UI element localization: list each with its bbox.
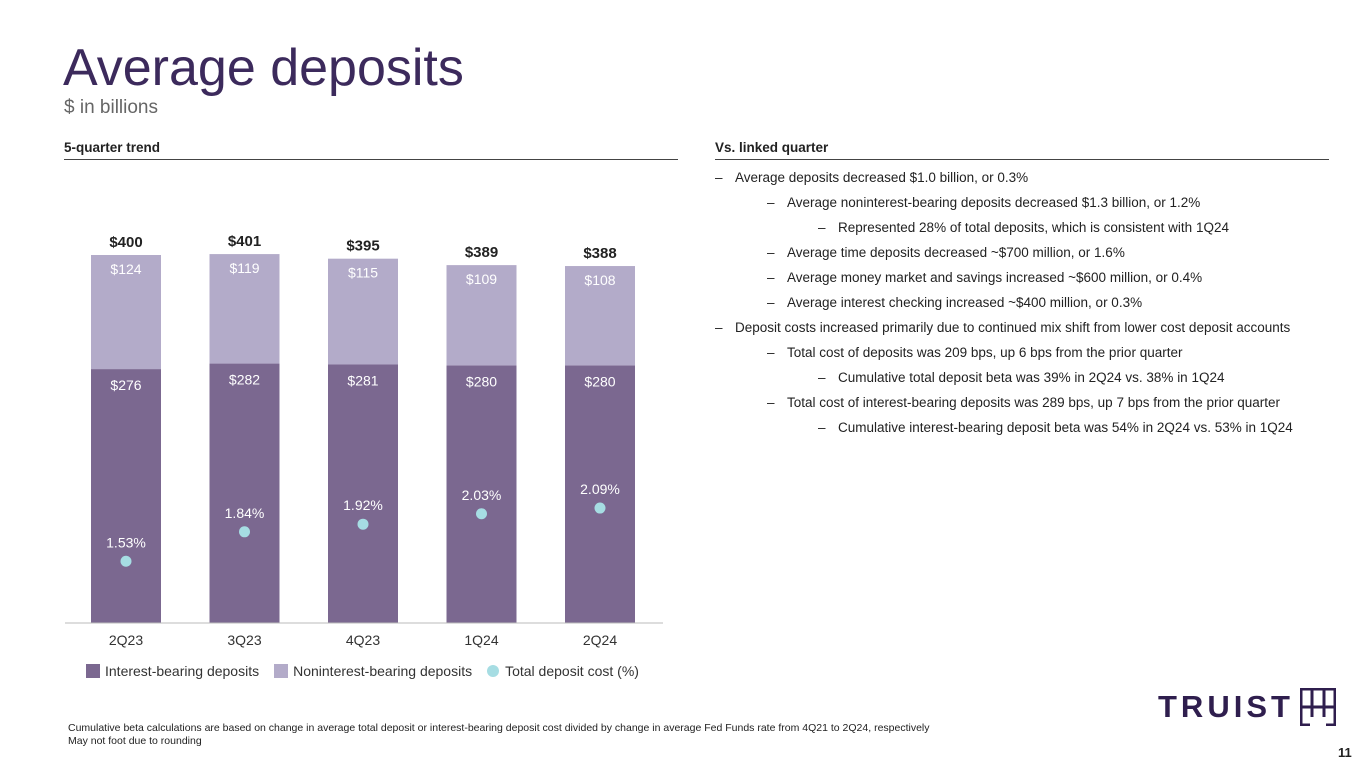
bullet-level-2: – Total cost of deposits was 209 bps, up …	[715, 343, 1355, 368]
legend-label: Interest-bearing deposits	[105, 663, 260, 679]
bullet-level-3: – Cumulative interest-bearing deposit bet…	[715, 418, 1355, 443]
bullet-text: Total cost of interest-bearing deposits …	[787, 395, 1281, 410]
footnote-beta: Cumulative beta calculations are based o…	[68, 722, 930, 734]
legend-label: Total deposit cost (%)	[505, 663, 639, 679]
bar-interest-bearing	[91, 369, 161, 623]
label-deposit-cost: 1.84%	[225, 505, 265, 521]
bullet-dash: –	[767, 195, 775, 210]
bullet-dash: –	[767, 295, 775, 310]
bullet-level-2: – Average interest checking increased ~$4…	[715, 293, 1355, 318]
label-deposit-cost: 2.03%	[462, 487, 502, 503]
legend-deposit-cost: Total deposit cost (%)	[487, 663, 639, 679]
bullet-dash: –	[767, 345, 775, 360]
label-interest-bearing: $282	[229, 372, 260, 388]
bullet-dash: –	[818, 220, 826, 235]
label-total: $401	[228, 233, 261, 250]
deposit-cost-point	[594, 502, 606, 514]
label-deposit-cost: 2.09%	[580, 481, 620, 497]
bullet-text: Deposit costs increased primarily due to…	[735, 320, 1291, 335]
x-tick-label: 1Q24	[464, 632, 498, 648]
x-tick-label: 3Q23	[227, 632, 261, 648]
label-interest-bearing: $281	[347, 372, 378, 388]
bullet-dash: –	[767, 245, 775, 260]
bullet-text: Average time deposits decreased ~$700 mi…	[787, 245, 1125, 260]
bullet-dash: –	[818, 420, 826, 435]
legend-interest-bearing: Interest-bearing deposits	[86, 663, 259, 679]
bullet-level-2: – Total cost of interest-bearing deposits…	[715, 393, 1355, 418]
deposit-cost-point	[357, 518, 369, 530]
bullet-level-2: – Average time deposits decreased ~$700 m…	[715, 243, 1355, 268]
bullet-level-1: – Average deposits decreased $1.0 billion…	[715, 168, 1355, 193]
bullet-level-2: – Average noninterest-bearing deposits de…	[715, 193, 1355, 218]
bar-interest-bearing	[328, 364, 398, 623]
bullet-level-3: – Represented 28% of total deposits, whic…	[715, 218, 1355, 243]
truist-mark-icon	[1299, 688, 1336, 726]
trend-section-heading: 5-quarter trend	[64, 140, 678, 160]
label-noninterest-bearing: $124	[110, 261, 141, 277]
page-title: Average deposits	[63, 39, 464, 97]
deposits-chart: $276 $124 $400 1.53% 2Q23 $282 $119 $401 1.84% 3Q…	[65, 233, 663, 648]
legend-swatch-noninterest-bearing	[274, 664, 289, 678]
label-interest-bearing: $280	[466, 373, 497, 389]
bullet-level-2: – Average money market and savings increa…	[715, 268, 1355, 293]
bullet-dash: –	[715, 320, 723, 335]
x-tick-label: 2Q24	[583, 632, 617, 648]
page-subtitle: $ in billions	[64, 97, 158, 118]
label-deposit-cost: 1.53%	[106, 534, 146, 550]
bar-interest-bearing	[446, 365, 517, 623]
bullet-text: Total cost of deposits was 209 bps, up 6…	[787, 345, 1183, 360]
bullet-dash: –	[767, 395, 775, 410]
legend-swatch-interest-bearing	[86, 664, 100, 678]
bar-noninterest-bearing	[209, 254, 280, 364]
logo-text: TRUIST	[1158, 689, 1294, 724]
bar-interest-bearing	[565, 365, 635, 623]
legend-swatch-deposit-cost	[487, 665, 500, 677]
legend-label: Noninterest-bearing deposits	[293, 663, 473, 679]
bullet-text: Cumulative interest-bearing deposit beta…	[838, 420, 1293, 435]
label-total: $388	[583, 245, 616, 262]
bullet-text: Represented 28% of total deposits, which…	[838, 220, 1229, 235]
bullet-dash: –	[818, 370, 826, 385]
bullet-level-3: – Cumulative total deposit beta was 39% i…	[715, 368, 1355, 393]
linked-quarter-heading: Vs. linked quarter	[715, 140, 1329, 160]
label-total: $389	[465, 244, 498, 261]
bar-noninterest-bearing	[91, 255, 161, 370]
commentary-bullets: – Average deposits decreased $1.0 billion…	[715, 168, 1355, 443]
footnotes: Cumulative beta calculations are based o…	[68, 722, 930, 748]
bullet-dash: –	[715, 170, 723, 185]
label-interest-bearing: $280	[584, 373, 615, 389]
x-tick-label: 2Q23	[109, 632, 143, 648]
deposit-cost-point	[239, 526, 250, 538]
x-tick-label: 4Q23	[346, 632, 380, 648]
label-total: $400	[109, 234, 142, 251]
label-total: $395	[346, 238, 379, 255]
bullet-dash: –	[767, 270, 775, 285]
bar-noninterest-bearing	[446, 265, 517, 366]
deposit-cost-point	[476, 508, 487, 520]
bar-noninterest-bearing	[565, 266, 635, 366]
bullet-text: Average interest checking increased ~$40…	[787, 295, 1143, 310]
footnote-rounding: May not foot due to rounding	[68, 735, 202, 747]
bullet-level-1: – Deposit costs increased primarily due t…	[715, 318, 1355, 343]
label-noninterest-bearing: $115	[348, 265, 378, 281]
deposit-cost-point	[120, 555, 132, 567]
bar-noninterest-bearing	[328, 258, 398, 365]
chart-legend: Interest-bearing deposits Noninterest-be…	[86, 663, 654, 679]
bullet-text: Average money market and savings increas…	[787, 270, 1203, 285]
page-number: 11	[1338, 745, 1352, 760]
bullet-text: Cumulative total deposit beta was 39% in…	[838, 370, 1225, 385]
label-interest-bearing: $276	[110, 377, 141, 393]
bullet-text: Average noninterest-bearing deposits dec…	[787, 195, 1201, 210]
label-noninterest-bearing: $119	[229, 260, 259, 276]
legend-noninterest-bearing: Noninterest-bearing deposits	[274, 663, 472, 679]
bullet-text: Average deposits decreased $1.0 billion,…	[735, 170, 1029, 185]
label-deposit-cost: 1.92%	[343, 497, 383, 513]
bar-interest-bearing	[209, 363, 280, 623]
label-noninterest-bearing: $108	[584, 272, 615, 288]
label-noninterest-bearing: $109	[466, 271, 497, 287]
truist-logo: TRUIST	[1158, 688, 1336, 726]
